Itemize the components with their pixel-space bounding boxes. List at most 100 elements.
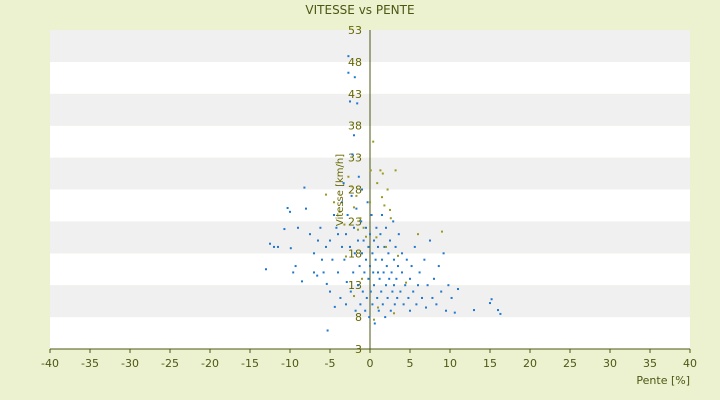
data-point-blue [326,329,329,332]
data-point-olive [376,182,379,185]
data-point-blue [362,239,365,242]
x-tick-label: -25 [161,357,179,370]
data-point-blue [333,305,336,308]
x-tick-label: -40 [41,357,59,370]
data-point-blue [292,271,295,274]
data-point-blue [352,271,355,274]
data-point-blue [305,207,307,210]
data-point-blue [391,290,394,293]
data-point-blue [378,277,381,280]
data-point-blue [423,258,426,261]
data-point-blue [316,274,319,277]
data-point-blue [354,309,357,312]
data-point-blue [418,271,421,274]
data-point-blue [490,298,493,301]
data-point-blue [489,302,491,305]
data-point-blue [343,258,346,261]
data-point-olive [359,217,362,220]
data-point-olive [365,235,367,238]
data-point-blue [322,271,325,274]
data-point-olive [355,194,358,197]
data-point-blue [450,296,453,299]
data-point-olive [375,236,378,239]
data-point-blue [346,214,349,217]
data-point-olive [381,172,384,175]
data-point-blue [405,258,408,261]
data-point-blue [286,207,289,210]
data-point-blue [371,252,374,255]
data-point-blue [297,226,299,229]
data-point-blue [360,220,363,223]
data-point-blue [377,245,379,248]
x-tick-label: -35 [81,357,99,370]
data-point-blue [393,303,396,306]
data-point-blue [363,271,366,274]
data-point-blue [413,245,416,248]
data-point-blue [333,214,335,217]
data-point-blue [265,268,267,271]
data-point-olive [347,175,350,178]
data-point-blue [313,252,315,255]
y-tick-label: 53 [348,24,362,37]
y-tick-label: 23 [348,215,362,228]
data-point-olive [362,226,365,229]
data-point-olive [394,169,397,172]
data-point-blue [349,245,351,248]
y-tick-label: 48 [348,56,362,69]
axes [50,30,690,350]
data-point-blue [415,303,418,306]
x-tick-label: -20 [201,357,219,370]
data-point-blue [397,233,400,236]
data-point-blue [345,281,348,284]
data-point-blue [365,296,368,299]
data-point-blue [377,309,380,312]
data-point-blue [335,226,338,229]
data-point-blue [425,306,427,309]
data-point-blue [453,311,456,314]
data-point-olive [350,185,353,188]
data-point-blue [385,284,387,287]
data-point-blue [347,71,350,74]
data-point-blue [301,280,303,283]
data-point-blue [440,290,443,293]
data-point-blue [383,245,386,248]
data-point-blue [361,252,363,255]
data-point-blue [329,290,331,293]
data-point-blue [341,245,343,248]
data-point-blue [392,220,395,223]
data-point-blue [365,226,367,229]
data-point-blue [367,245,370,248]
data-point-blue [349,100,351,103]
data-point-blue [375,226,378,229]
data-point-blue [409,309,411,312]
data-point-blue [321,258,323,261]
data-point-olive [379,169,382,172]
data-point-blue [351,153,354,156]
data-point-olive [385,245,387,248]
y-tick-label: 33 [348,152,362,165]
data-point-blue [396,296,399,299]
data-points [265,55,502,332]
data-point-olive [397,254,399,257]
data-point-olive [389,217,392,220]
data-point-blue [376,296,379,299]
data-point-blue [381,214,383,217]
data-point-olive [417,233,419,236]
data-point-olive [386,188,389,191]
y-axis-label: Vitesse [km/h] [335,154,346,226]
data-point-blue [361,188,363,191]
data-point-blue [390,271,393,274]
data-point-olive [383,204,386,207]
data-point-blue [347,55,350,58]
data-point-blue [473,309,475,312]
y-tick-label: 38 [348,120,362,133]
data-point-blue [394,245,397,248]
data-point-olive [353,206,355,209]
data-point-blue [325,282,328,285]
data-point-blue [381,258,383,261]
data-point-blue [309,233,311,236]
data-point-blue [294,265,297,268]
data-point-blue [401,271,403,274]
data-point-blue [356,102,359,105]
